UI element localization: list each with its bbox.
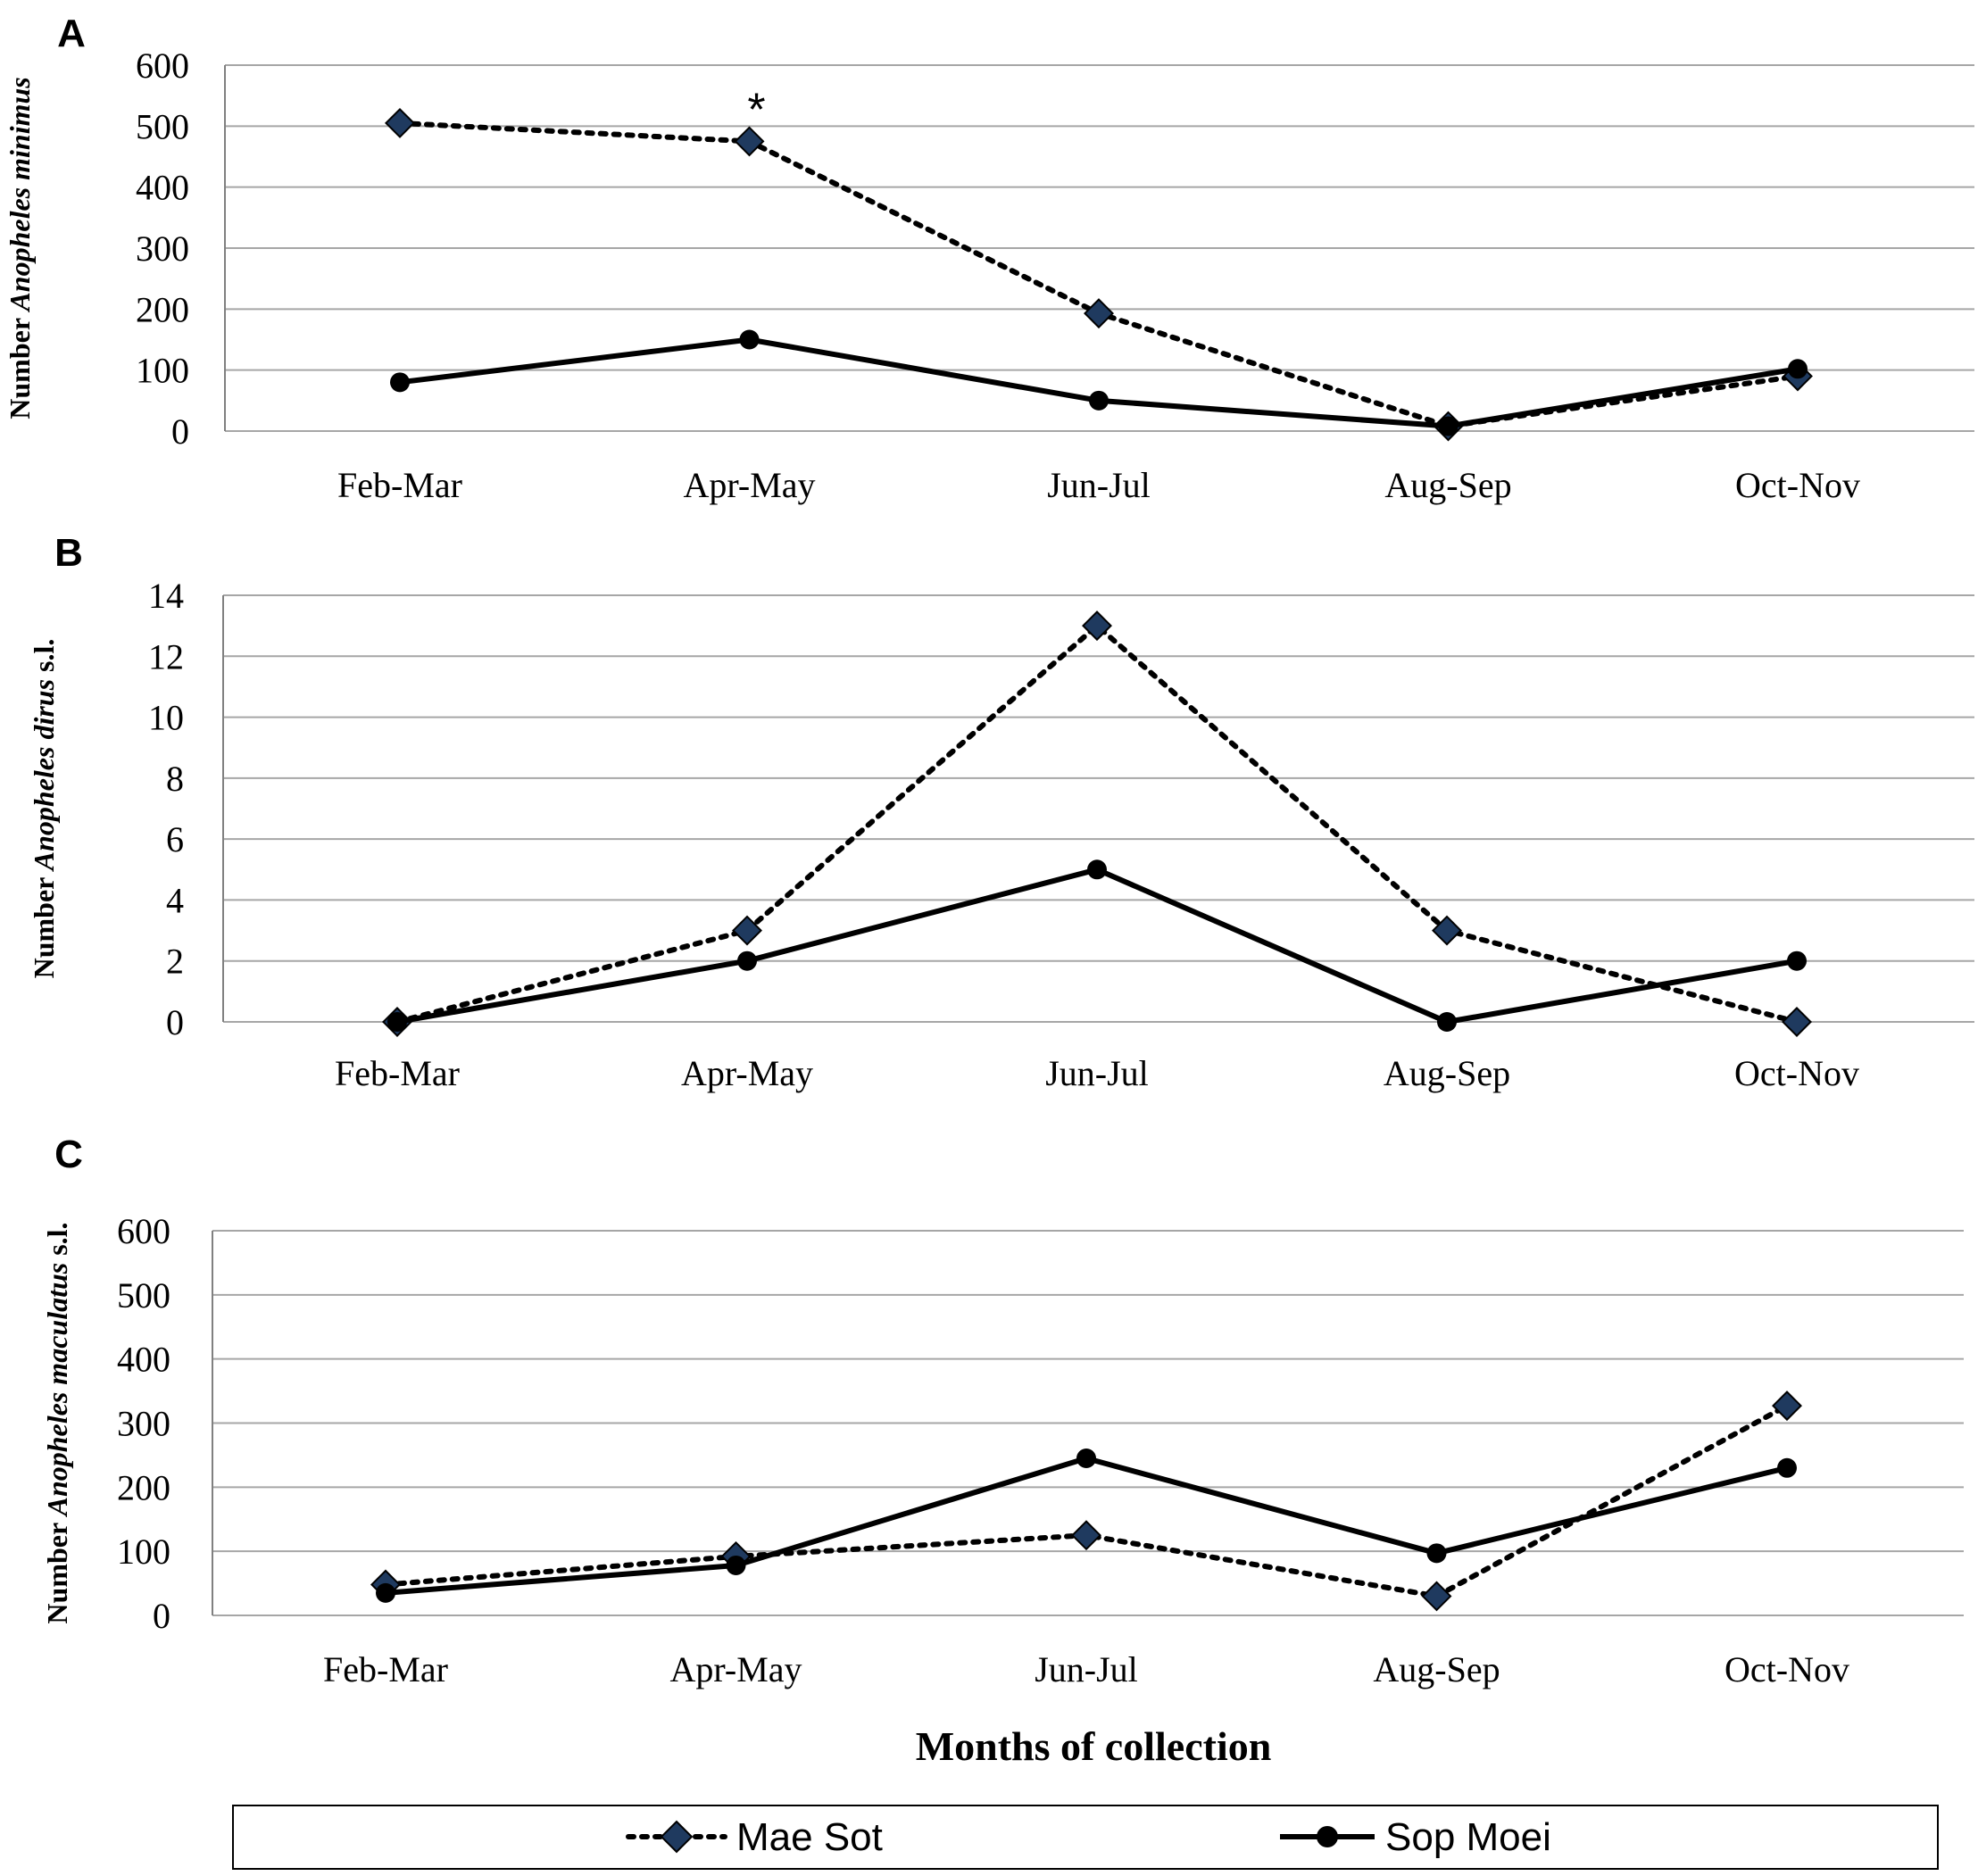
panel-a-chart: A 0 100 200 300 400 500 600 Feb-Mar Apr-May Jun-Ju… [4,12,1974,505]
x-tick-label: Jun-Jul [1047,465,1151,505]
y-tick-label: 0 [166,1002,184,1042]
y-axis-label: Number Anopheles minimus [4,77,36,419]
y-tick-label: 600 [136,46,189,86]
y-tick-label: 100 [136,351,189,391]
x-tick-label: Jun-Jul [1045,1053,1149,1093]
data-point-sop-moei [737,950,757,971]
y-axis-label: Number Anopheles maculatus s.l. [41,1222,73,1623]
data-point-mae-sot [1084,298,1114,329]
x-tick-label: Aug-Sep [1384,465,1511,505]
y-tick-label: 6 [166,819,184,859]
data-point-sop-moei [1438,416,1459,436]
series-line-mae-sot [395,623,1799,1025]
data-point-mae-sot [1782,1007,1812,1037]
data-point-sop-moei [376,1582,395,1603]
panel-letter-a: A [57,12,86,55]
data-point-sop-moei [1787,950,1807,971]
data-point-mae-sot [732,915,762,946]
y-tick-label: 12 [148,636,184,677]
x-tick-label: Apr-May [681,1053,813,1093]
data-point-sop-moei [387,1012,407,1032]
y-tick-label: 10 [148,698,184,738]
data-point-mae-sot [1082,610,1112,642]
panel-b-chart: B 0 2 4 6 8 10 12 14 Feb-Mar Apr-May Jun-Jul Aug-Sep… [28,531,1974,1093]
x-tick-label: Jun-Jul [1035,1649,1138,1689]
legend-mae-sot-label: Mae Sot [736,1815,883,1859]
y-tick-label: 100 [117,1532,170,1572]
legend-box [232,1805,1939,1870]
y-tick-label: 0 [171,411,189,452]
y-tick-label: 200 [117,1467,170,1507]
y-tick-label: 8 [166,759,184,799]
panel-letter-c: C [54,1133,83,1176]
series-line-sop-moei [399,336,1799,429]
legend-sop-moei-label: Sop Moei [1385,1815,1551,1859]
x-tick-label: Oct-Nov [1734,1053,1859,1093]
y-tick-label: 600 [117,1211,170,1251]
panel-letter-b: B [54,531,83,575]
data-point-sop-moei [739,329,760,350]
data-point-sop-moei [1076,1449,1096,1469]
y-tick-label: 300 [136,228,189,269]
series-line-mae-sot [383,1403,1790,1599]
data-point-sop-moei [726,1555,746,1575]
x-tick-label: Aug-Sep [1373,1649,1500,1689]
legend-sop-moei-marker [1317,1826,1338,1847]
data-point-mae-sot [1772,1390,1802,1422]
x-tick-label: Apr-May [683,465,815,505]
data-point-mae-sot [1421,1581,1452,1612]
data-point-sop-moei [1788,359,1808,379]
data-point-sop-moei [1437,1012,1457,1032]
data-point-mae-sot [1071,1520,1101,1551]
y-tick-label: 400 [136,168,189,208]
data-point-sop-moei [1777,1457,1797,1478]
legend-mae-sot-marker [660,1820,694,1854]
x-tick-label: Feb-Mar [323,1649,448,1689]
data-point-mae-sot [385,107,415,138]
data-point-sop-moei [1087,859,1107,880]
y-tick-label: 200 [136,289,189,329]
y-tick-label: 400 [117,1340,170,1380]
x-tick-label: Feb-Mar [335,1053,460,1093]
series-line-mae-sot [397,120,1800,429]
y-tick-label: 300 [117,1404,170,1444]
data-point-sop-moei [390,372,410,393]
data-point-sop-moei [1426,1543,1447,1564]
significance-asterisk: * [747,84,765,136]
x-tick-label: Feb-Mar [337,465,462,505]
y-tick-label: 500 [117,1275,170,1316]
y-tick-label: 500 [136,106,189,146]
y-axis-label: Number Anopheles dirus s.l. [28,639,60,979]
x-tick-label: Apr-May [669,1649,802,1689]
series-line-sop-moei [396,867,1798,1025]
data-point-mae-sot [734,126,765,157]
x-tick-label: Oct-Nov [1725,1649,1849,1689]
x-tick-label: Aug-Sep [1384,1053,1510,1093]
y-tick-label: 14 [148,576,184,616]
legend: Mae Sot Sop Moei [232,1805,1939,1870]
y-tick-label: 0 [153,1596,170,1636]
x-axis-title: Months of collection [916,1723,1272,1769]
y-tick-label: 4 [166,880,184,920]
panel-c-chart: C 0 100 200 300 400 500 600 Feb-Mar Apr-May Jun-Ju… [41,1133,1964,1689]
data-point-sop-moei [1089,390,1109,411]
y-tick-label: 2 [166,942,184,982]
x-tick-label: Oct-Nov [1735,465,1860,505]
data-point-mae-sot [1432,915,1462,946]
